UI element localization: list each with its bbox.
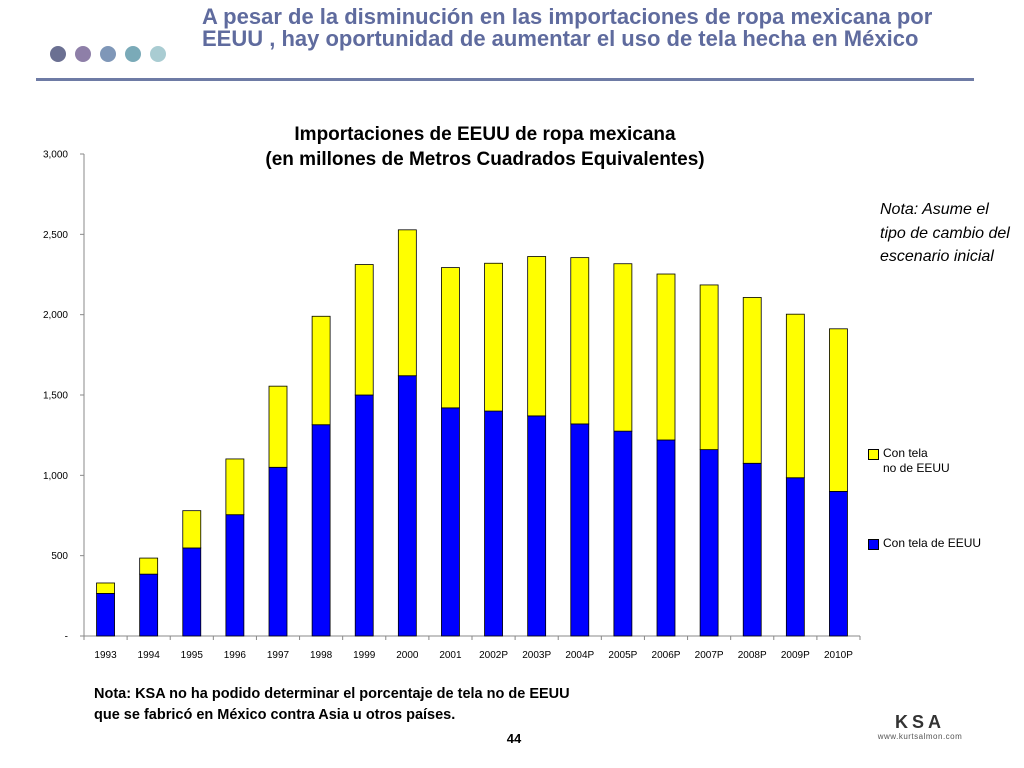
x-tick-label: 2010P (824, 650, 853, 661)
legend-swatch-yellow (868, 449, 879, 460)
bar-segment-con-tela-eeuu (225, 514, 245, 637)
x-tick-label: 2006P (652, 650, 681, 661)
bar-segment-con-tela-eeuu (785, 477, 805, 637)
bar-segment-con-tela-no-eeuu (441, 267, 460, 409)
bar-segment-con-tela-eeuu (268, 466, 288, 637)
bar-segment-con-tela-no-eeuu (96, 582, 115, 594)
bar-segment-con-tela-eeuu (742, 462, 762, 637)
y-tick-label: 2,500 (43, 230, 68, 241)
bar-segment-con-tela-no-eeuu (354, 264, 374, 396)
bottom-note-line1: Nota: KSA no ha podido determinar el por… (94, 686, 570, 702)
bar-segment-con-tela-no-eeuu (570, 257, 590, 425)
chart-title: Importaciones de EEUU de ropa mexicana (294, 124, 676, 145)
y-tick-label: 1,000 (43, 471, 68, 482)
bar-segment-con-tela-no-eeuu (785, 313, 805, 479)
dot-2 (75, 46, 91, 62)
dot-1 (50, 46, 66, 62)
x-tick-label: 2002P (479, 650, 508, 661)
x-tick-label: 1997 (267, 650, 290, 661)
legend-swatch-blue (868, 539, 879, 550)
bar-segment-con-tela-no-eeuu (311, 315, 331, 426)
bar-segment-con-tela-no-eeuu (484, 262, 503, 412)
x-tick-label: 2004P (565, 650, 594, 661)
bar-segment-con-tela-eeuu (139, 573, 159, 637)
bar-segment-con-tela-no-eeuu (182, 510, 202, 549)
side-note: Nota: Asume el tipo de cambio del escena… (880, 201, 1010, 265)
chart-subtitle: (en millones de Metros Cuadrados Equival… (265, 149, 705, 170)
bottom-note: Nota: KSA no ha podido determinar el por… (94, 684, 694, 726)
x-tick-label: 2003P (522, 650, 551, 661)
bar-segment-con-tela-eeuu (96, 593, 115, 637)
x-tick-label: 2009P (781, 650, 810, 661)
bar-segment-con-tela-eeuu (829, 490, 848, 637)
legend-item-con-tela-eeuu: Con tela de EEUU (868, 536, 981, 551)
y-tick-label: 2,000 (43, 310, 68, 321)
y-tick-label: 500 (51, 551, 68, 562)
x-tick-label: 1999 (353, 650, 376, 661)
legend-label-line2: no de EEUU (883, 461, 950, 475)
page-number: 44 (506, 731, 522, 746)
bar-segment-con-tela-no-eeuu (268, 385, 288, 468)
chart-title-block: Importaciones de EEUU de ropa mexicana (… (200, 122, 770, 172)
bar-segment-con-tela-no-eeuu (742, 297, 762, 464)
x-tick-label: 1994 (138, 650, 161, 661)
decorative-dots (50, 46, 166, 62)
x-tick-label: 1993 (94, 650, 117, 661)
legend-label: Con tela de EEUU (883, 536, 982, 550)
bar-segment-con-tela-eeuu (182, 547, 202, 637)
bar-segment-con-tela-eeuu (656, 439, 676, 637)
bar-segment-con-tela-no-eeuu (225, 458, 245, 516)
bar-segment-con-tela-eeuu (484, 410, 503, 637)
bar-segment-con-tela-eeuu (527, 415, 547, 637)
x-tick-label: 1995 (181, 650, 204, 661)
bar-segment-con-tela-no-eeuu (139, 557, 159, 575)
ksa-logo: KSA www.kurtsalmon.com (860, 712, 980, 741)
bar-segment-con-tela-eeuu (613, 430, 633, 637)
bar-segment-con-tela-eeuu (397, 375, 417, 637)
bar-segment-con-tela-eeuu (441, 407, 460, 637)
x-tick-label: 2008P (738, 650, 767, 661)
x-tick-label: 2000 (396, 650, 419, 661)
x-tick-label: 2005P (608, 650, 637, 661)
title-divider (36, 78, 974, 81)
bar-segment-con-tela-no-eeuu (699, 284, 719, 451)
bar-segment-con-tela-no-eeuu (656, 273, 676, 441)
y-tick-label: 1,500 (43, 391, 68, 402)
logo-url: www.kurtsalmon.com (877, 732, 963, 741)
bottom-note-line2: que se fabricó en México contra Asia u o… (94, 707, 456, 723)
bar-segment-con-tela-no-eeuu (527, 256, 547, 417)
y-tick-label: 3,000 (43, 150, 68, 161)
y-tick-label: - (65, 632, 68, 643)
legend-item-con-tela-no-eeuu: Con tela no de EEUU (868, 446, 950, 476)
dot-3 (100, 46, 116, 62)
dot-5 (150, 46, 166, 62)
bar-segment-con-tela-eeuu (570, 423, 590, 637)
x-tick-label: 2001 (439, 650, 462, 661)
slide-title: A pesar de la disminución en las importa… (202, 4, 933, 51)
logo-text: KSA (894, 712, 945, 732)
x-tick-label: 2007P (695, 650, 724, 661)
bar-segment-con-tela-eeuu (354, 394, 374, 637)
bar-segment-con-tela-no-eeuu (613, 263, 633, 432)
x-tick-label: 1998 (310, 650, 333, 661)
bar-segment-con-tela-eeuu (311, 424, 331, 637)
bar-segment-con-tela-no-eeuu (397, 229, 417, 377)
dot-4 (125, 46, 141, 62)
legend-label-line1: Con tela (883, 446, 928, 460)
x-tick-label: 1996 (224, 650, 247, 661)
bar-segment-con-tela-no-eeuu (829, 328, 848, 492)
bar-segment-con-tela-eeuu (699, 449, 719, 637)
stacked-bar-chart: - 500 1,000 1,500 2,000 2,500 3,000 1993 1994 199… (43, 150, 861, 661)
